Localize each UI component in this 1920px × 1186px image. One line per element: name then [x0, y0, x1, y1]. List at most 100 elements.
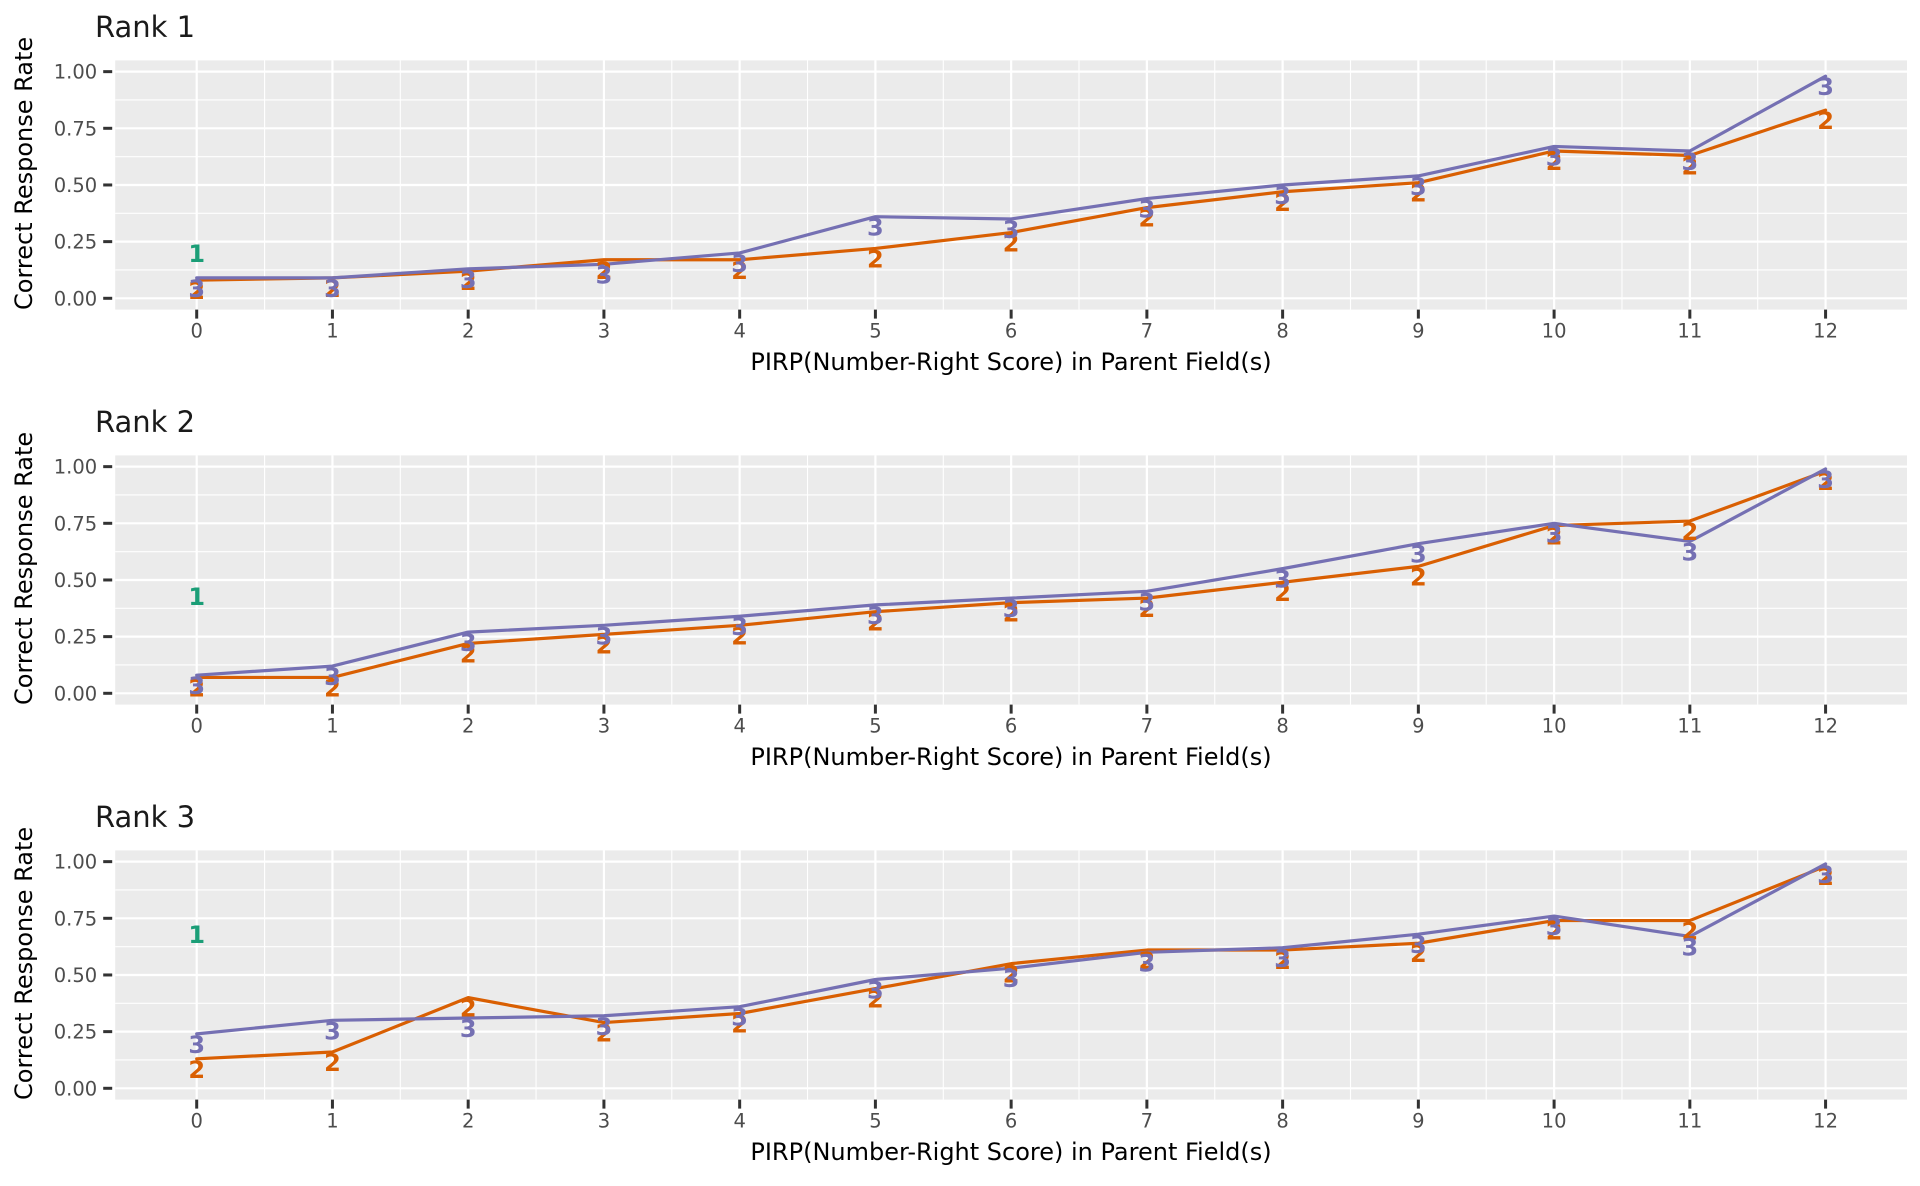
y-axis-title: Correct Response Rate: [10, 431, 38, 705]
series-point-label-3: 3: [867, 977, 884, 1005]
y-tick-label: 0.50: [54, 964, 97, 987]
series-point-label-3: 3: [1274, 945, 1291, 973]
series-point-label-2: 2: [596, 257, 613, 285]
series-line-2: [195, 469, 1828, 680]
x-tick-label: 5: [869, 320, 881, 343]
series-point-label-2: 2: [460, 640, 477, 668]
series-point-label-3: 3: [460, 1015, 477, 1043]
x-tick-label: 10: [1542, 715, 1567, 738]
series-point-label-2: 2: [731, 257, 748, 285]
series-point-label-2: 2: [1274, 947, 1291, 975]
y-tick-label: 1.00: [54, 851, 97, 874]
panel-rank-1: 1.00 0.75 0.50 0.25 0.00 0 1 2 3 4 5 6 7 8 9 10 11 12 2 2 2 2…: [0, 0, 1920, 395]
x-tick-label: 2: [462, 715, 474, 738]
series-point-label-2: 2: [460, 268, 477, 296]
x-tick-label: 10: [1542, 320, 1567, 343]
y-tick-label: 0.00: [54, 682, 97, 705]
series-point-label-3: 3: [1681, 148, 1698, 176]
x-tick-label: 12: [1813, 1110, 1838, 1133]
series-point-label-2: 2: [1410, 940, 1427, 968]
series-point-label-2: 2: [188, 1056, 205, 1084]
series-point-label-2: 2: [324, 674, 341, 702]
x-tick-label: 8: [1276, 1110, 1288, 1133]
y-tick-label: 0.75: [54, 907, 97, 930]
y-tick-label: 0.75: [54, 117, 97, 140]
series-point-label-3: 3: [460, 266, 477, 294]
series-line-2: [195, 864, 1828, 1061]
series-point-label-3: 3: [1817, 466, 1834, 494]
series-point-label-3: 3: [1274, 182, 1291, 210]
x-tick-label: 12: [1813, 320, 1838, 343]
x-tick-label: 11: [1677, 320, 1702, 343]
series-line-2: [195, 108, 1828, 282]
series-point-label-2: 2: [1817, 863, 1834, 891]
series-point-label-3: 3: [867, 602, 884, 630]
x-tick-label: 9: [1412, 320, 1424, 343]
series-point-label-2: 2: [1139, 947, 1156, 975]
series-point-label-3: 3: [1546, 520, 1563, 548]
series-point-label-2: 2: [324, 275, 341, 303]
series-point-label-3: 3: [1003, 595, 1020, 623]
series-point-label-2: 2: [1003, 600, 1020, 628]
series-point-label-3: 3: [460, 629, 477, 657]
x-axis-title: PIRP(Number-Right Score) in Parent Field…: [750, 1138, 1272, 1166]
series-point-label-3: 3: [731, 250, 748, 278]
x-tick-label: 0: [190, 320, 202, 343]
series-point-label-3: 3: [1546, 913, 1563, 941]
series-point-label-2: 2: [731, 1011, 748, 1039]
series-point-label-2: 2: [1139, 595, 1156, 623]
series-point-label-3: 3: [1139, 196, 1156, 224]
series-point-label-2: 2: [460, 995, 477, 1023]
x-tick-label: 9: [1412, 715, 1424, 738]
x-tick-label: 4: [733, 1110, 745, 1133]
series-point-label-3: 3: [1274, 566, 1291, 594]
series-point-label-2: 2: [596, 631, 613, 659]
series-point-label-2: 2: [731, 622, 748, 650]
x-tick-label: 5: [869, 715, 881, 738]
series-point-label-3: 3: [596, 622, 613, 650]
series-point-label-2: 2: [596, 1020, 613, 1048]
series-point-label-1: 1: [188, 921, 205, 949]
series-point-label-3: 3: [1139, 949, 1156, 977]
panel-rank-2: 1.00 0.75 0.50 0.25 0.00 0 1 2 3 4 5 6 7 8 9 10 11 12 2 2 2 2…: [0, 395, 1920, 790]
x-tick-label: 8: [1276, 715, 1288, 738]
x-tick-label: 0: [190, 715, 202, 738]
series-point-label-3: 3: [596, 261, 613, 289]
x-tick-label: 3: [598, 320, 610, 343]
x-tick-label: 11: [1677, 715, 1702, 738]
x-tick-label: 6: [1005, 1110, 1017, 1133]
x-axis-title: PIRP(Number-Right Score) in Parent Field…: [750, 743, 1272, 771]
series-point-label-3: 3: [1410, 931, 1427, 959]
panel-title: Rank 1: [95, 10, 196, 44]
y-tick-label: 0.25: [54, 231, 97, 254]
series-point-label-3: 3: [324, 275, 341, 303]
series-point-label-2: 2: [1681, 918, 1698, 946]
x-tick-label: 6: [1005, 320, 1017, 343]
plot-area-rank-3: 1.000.750.500.250.000 1 2 3 4 5 6 7 8 9 10 11 122 222…: [54, 850, 1908, 1133]
series-point-label-3: 3: [1681, 933, 1698, 961]
x-tick-label: 3: [598, 1110, 610, 1133]
series-point-label-2: 2: [188, 674, 205, 702]
series-point-label-3: 3: [1410, 173, 1427, 201]
series-point-label-2: 2: [1681, 518, 1698, 546]
series-point-label-3: 3: [188, 1031, 205, 1059]
series-point-label-1: 1: [188, 583, 205, 611]
y-tick-label: 0.50: [54, 569, 97, 592]
x-tick-label: 4: [733, 715, 745, 738]
y-tick-label: 0.00: [54, 287, 97, 310]
x-tick-label: 12: [1813, 715, 1838, 738]
series-point-label-2: 2: [1003, 230, 1020, 258]
series-point-label-3: 3: [867, 214, 884, 242]
series-point-label-2: 2: [867, 609, 884, 637]
x-tick-label: 0: [190, 1110, 202, 1133]
series-point-label-3: 3: [1410, 541, 1427, 569]
x-tick-label: 9: [1412, 1110, 1424, 1133]
series-point-label-2: 2: [1817, 468, 1834, 496]
x-tick-label: 5: [869, 1110, 881, 1133]
x-tick-label: 4: [733, 320, 745, 343]
series-point-label-2: 2: [1274, 579, 1291, 607]
series-point-label-3: 3: [596, 1013, 613, 1041]
x-tick-label: 6: [1005, 715, 1017, 738]
x-tick-label: 1: [326, 1110, 338, 1133]
